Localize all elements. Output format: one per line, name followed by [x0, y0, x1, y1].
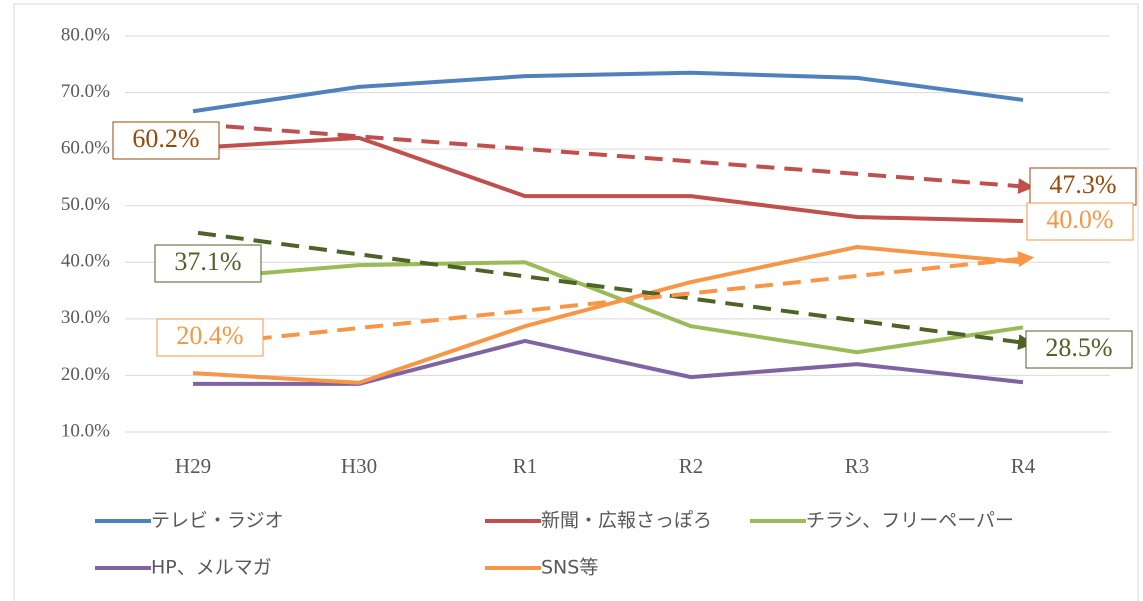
value-label-box: [154, 244, 262, 283]
chart-frame: [13, 3, 1139, 601]
x-tick-label: H29: [175, 454, 211, 478]
value-label-box: [112, 121, 220, 160]
legend-label: テレビ・ラジオ: [151, 510, 284, 532]
value-label-box: [1025, 330, 1133, 369]
series-line: [192, 245, 1024, 385]
value-label: 20.4%: [176, 321, 243, 350]
value-label-box: [156, 318, 264, 357]
y-tick-label: 40.0%: [61, 251, 110, 272]
value-label: 40.0%: [1046, 205, 1113, 234]
series-line: [192, 70, 1024, 114]
x-tick-label: R1: [513, 454, 538, 478]
series-line: [192, 135, 1024, 223]
legend-label: SNS等: [541, 557, 598, 579]
legend-label: チラシ、フリーペーパー: [806, 510, 1014, 532]
value-label-box: [1026, 202, 1134, 241]
x-tick-label: R3: [845, 454, 870, 478]
value-label-box: [1029, 167, 1137, 206]
legend-label: HP、メルマガ: [151, 557, 272, 579]
value-label: 60.2%: [132, 124, 199, 153]
y-tick-label: 30.0%: [61, 307, 110, 328]
legend-label: 新聞・広報さっぽろ: [541, 510, 712, 532]
series-line: [193, 338, 1024, 386]
y-tick-label: 10.0%: [61, 420, 110, 441]
trend-line: [197, 230, 1035, 350]
y-tick-label: 50.0%: [61, 194, 110, 215]
value-label: 28.5%: [1045, 333, 1112, 362]
value-label: 47.3%: [1049, 170, 1116, 199]
series-line: [192, 260, 1024, 355]
y-tick-label: 70.0%: [61, 81, 110, 102]
y-tick-label: 20.0%: [61, 364, 110, 385]
x-tick-label: H30: [341, 454, 377, 478]
x-tick-label: R2: [679, 454, 704, 478]
y-tick-label: 60.0%: [61, 138, 110, 159]
x-tick-label: R4: [1011, 454, 1036, 478]
y-tick-label: 80.0%: [61, 24, 110, 45]
value-label: 37.1%: [174, 247, 241, 276]
